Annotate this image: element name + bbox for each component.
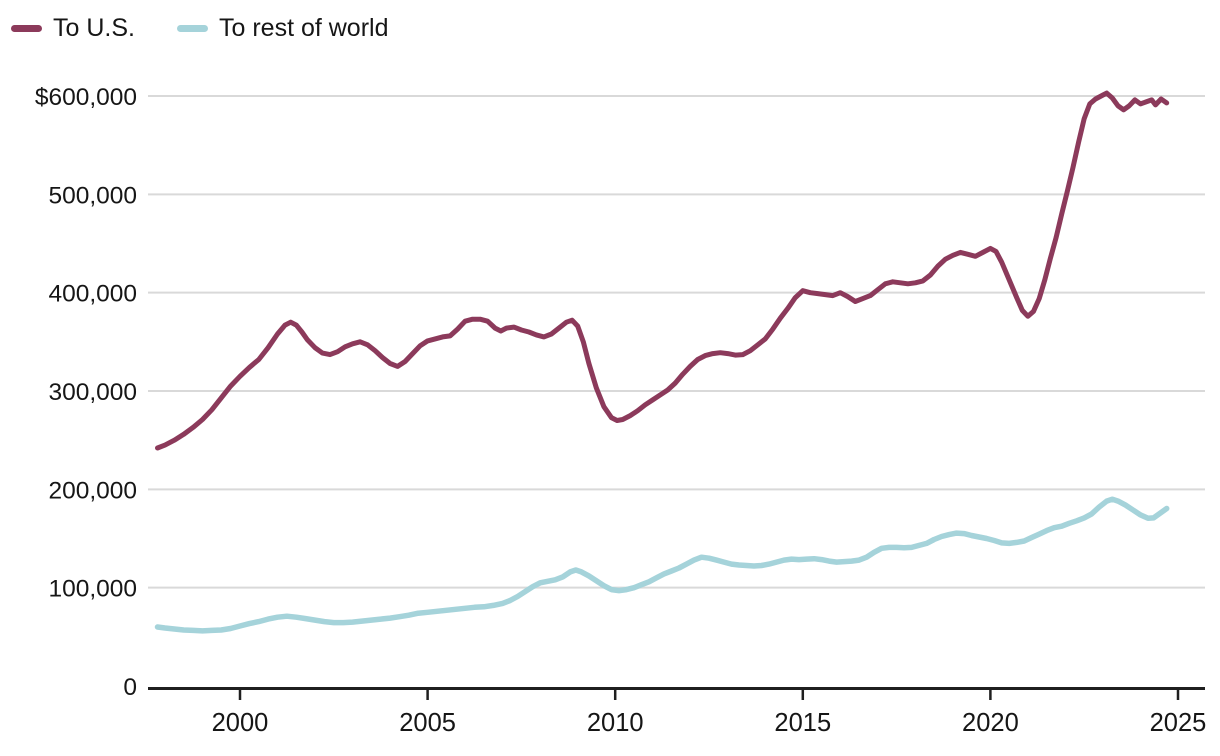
legend: To U.S. To rest of world (11, 16, 389, 41)
series-line-to-us (155, 90, 1170, 451)
y-axis-tick-label: 100,000 (48, 576, 137, 603)
x-axis-tick-label: 2025 (1150, 709, 1207, 737)
series-line-to-rest-of-world (154, 496, 1170, 634)
legend-label: To rest of world (218, 14, 389, 42)
y-axis-tick-label: 500,000 (48, 182, 137, 209)
y-axis-tick-label: 200,000 (48, 477, 137, 504)
y-axis-tick-label: 300,000 (48, 379, 137, 406)
x-axis-tick-label: 2005 (399, 709, 456, 737)
y-axis-tick-label: $600,000 (35, 84, 137, 111)
y-axis-tick-label: 400,000 (48, 281, 137, 308)
legend-swatch-icon (176, 25, 208, 32)
legend-item: To rest of world (176, 14, 389, 42)
x-axis-tick-label: 2020 (962, 709, 1019, 737)
legend-label: To U.S. (53, 14, 135, 42)
legend-item: To U.S. (11, 16, 135, 41)
legend-swatch-icon (11, 25, 42, 32)
x-axis-tick-label: 2015 (774, 709, 831, 737)
x-axis-tick-label: 2010 (587, 709, 644, 737)
y-axis-tick-label: 0 (123, 674, 137, 701)
x-axis-tick-label: 2000 (212, 709, 269, 737)
